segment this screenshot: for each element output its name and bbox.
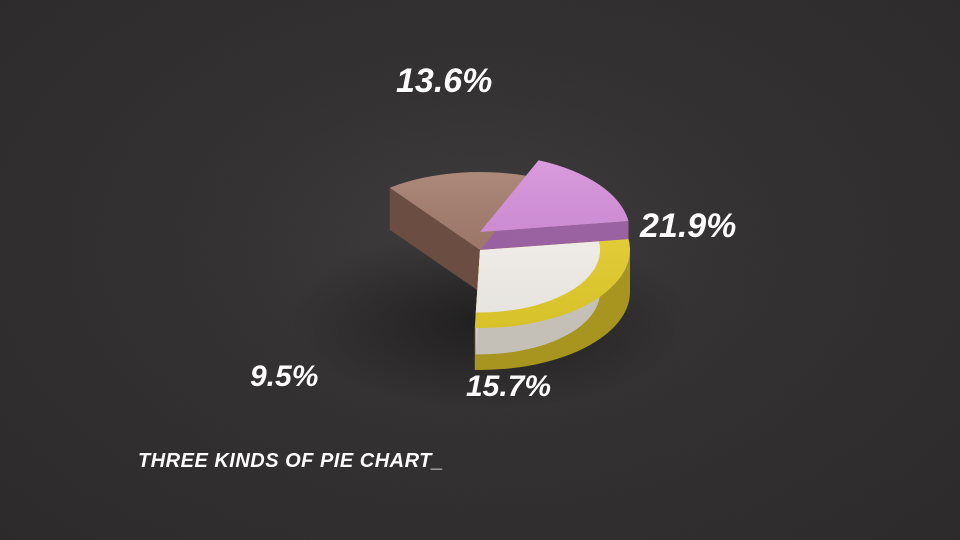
stage: 13.6% 21.9% 9.5% 15.7% THREE KINDS OF PI… (0, 0, 960, 540)
slice-label-purple: 13.6% (396, 62, 492, 101)
slice-label-brown: 9.5% (250, 360, 318, 394)
slice-label-white: 15.7% (466, 370, 551, 404)
caption-text: THREE KINDS OF PIE CHART_ (138, 450, 444, 473)
slice-label-yellow: 21.9% (640, 207, 736, 246)
